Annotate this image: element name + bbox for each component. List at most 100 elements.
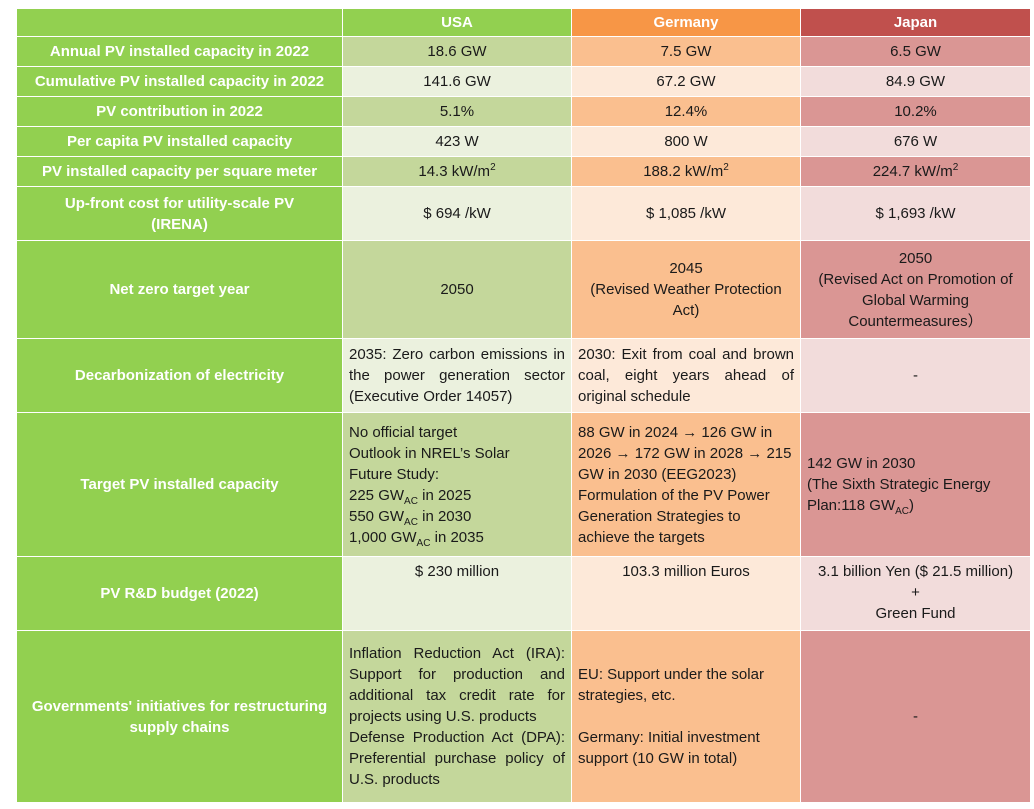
cell-germany: $ 1,085 /kW [571,186,801,241]
text-line: 142 GW in 2030 [807,455,916,472]
cell-germany: 103.3 million Euros [571,556,801,631]
subscript: AC [404,516,418,528]
table-row: PV R&D budget (2022) $ 230 million 103.3… [16,556,1031,631]
text-line: Global Warming [862,291,969,309]
cell-japan: - [800,630,1031,803]
table-row: Up-front cost for utility-scale PV (IREN… [16,186,1031,241]
text-line: 2050 [898,249,933,267]
cell-usa: 18.6 GW [342,36,572,67]
text-line: (The Sixth Strategic Energy [807,476,991,493]
value-text: ) [909,497,915,514]
target-plan-text: 88 GW in 2024 → 126 GW in 2026 → 172 GW … [578,423,792,483]
corner-cell [16,8,343,37]
cell-germany: 2045 (Revised Weather Protection Act) [571,240,801,339]
dpa-text: Defense Production Act (DPA): Preferenti… [349,729,565,788]
value-text: 225 GW [349,486,405,504]
superscript: 2 [490,162,496,173]
cell-japan: 6.5 GW [800,36,1031,67]
cell-usa: 141.6 GW [342,66,572,97]
cell-japan: 224.7 kW/m2 [800,156,1031,187]
table-row: Annual PV installed capacity in 2022 18.… [16,36,1031,67]
row-label-decarbonization: Decarbonization of electricity [16,338,343,413]
cell-usa: 2035: Zero carbon emissions in the power… [342,338,572,413]
text-line: 3.1 billion Yen ($ 21.5 million) [817,563,1014,580]
cell-usa: 423 W [342,126,572,157]
row-label-rd-budget: PV R&D budget (2022) [16,556,343,631]
row-label-cumulative: Cumulative PV installed capacity in 2022 [16,66,343,97]
cell-usa: $ 230 million [342,556,572,631]
cell-germany: 800 W [571,126,801,157]
subscript: AC [404,495,418,507]
text-line: Future Study: [349,465,440,483]
text-line: Act) [672,302,700,319]
label-line: (IRENA) [151,215,208,233]
column-header-germany: Germany [571,8,801,37]
row-label-upfront: Up-front cost for utility-scale PV (IREN… [16,186,343,241]
text-line: (Revised Weather Protection [590,281,782,298]
cell-germany: 188.2 kW/m2 [571,156,801,187]
row-label-per-sqm: PV installed capacity per square meter [16,156,343,187]
table-row: PV contribution in 2022 5.1% 12.4% 10.2% [16,96,1031,127]
cell-usa: 5.1% [342,96,572,127]
cell-germany: 88 GW in 2024 → 126 GW in 2026 → 172 GW … [571,412,801,557]
value-text: 1,000 GW [349,528,417,546]
header-row: USA Germany Japan [16,8,1031,37]
cell-germany: EU: Support under the solar strategies, … [571,630,801,803]
value-text: in 2035 [430,528,484,546]
column-header-japan: Japan [800,8,1031,37]
superscript: 2 [952,162,959,173]
text-line: Countermeasures） [848,312,983,330]
table-row: Cumulative PV installed capacity in 2022… [16,66,1031,97]
value-text: 14.3 kW/m [418,163,491,180]
cell-japan: - [800,338,1031,413]
cell-japan: 2050 (Revised Act on Promotion of Global… [800,240,1031,339]
text-line: 1,000 GWAC in 2035 [349,527,565,549]
label-line: Up-front cost for utility-scale PV [64,194,295,212]
value-text: 224.7 kW/m [872,163,953,180]
cell-germany: 7.5 GW [571,36,801,67]
text-line: Plan:118 GWAC) [807,495,1024,517]
cell-japan: 84.9 GW [800,66,1031,97]
cell-japan: 3.1 billion Yen ($ 21.5 million) + Green… [800,556,1031,631]
eu-text: EU: Support under the solar strategies, … [578,666,764,704]
row-label-target: Target PV installed capacity [16,412,343,557]
strategy-text: Formulation of the PV Power Generation S… [578,486,770,546]
spacer [578,706,794,727]
table-row: Decarbonization of electricity 2035: Zer… [16,338,1031,413]
text-line: 2045 [669,260,703,277]
row-label-annual: Annual PV installed capacity in 2022 [16,36,343,67]
text-line: 550 GWAC in 2030 [349,506,565,528]
cell-usa: No official target Outlook in NREL’s Sol… [342,412,572,557]
superscript: 2 [723,162,729,173]
column-header-usa: USA [342,8,572,37]
cell-usa: 14.3 kW/m2 [342,156,572,187]
pv-comparison-table: USA Germany Japan Annual PV installed ca… [16,8,1031,803]
ira-text: Inflation Reduction Act (IRA): Support f… [349,645,565,725]
row-label-contribution: PV contribution in 2022 [16,96,343,127]
table-row: Governments' initiatives for restructuri… [16,630,1031,803]
germany-support-text: Germany: Initial investment support (10 … [578,729,760,767]
table-row: Net zero target year 2050 2045 (Revised … [16,240,1031,339]
cell-usa: 2050 [342,240,572,339]
text-line: Outlook in NREL’s Solar [349,444,510,462]
cell-japan: $ 1,693 /kW [800,186,1031,241]
text-line: No official target [349,423,458,441]
cell-japan: 676 W [800,126,1031,157]
row-label-net-zero: Net zero target year [16,240,343,339]
cell-japan: 142 GW in 2030 (The Sixth Strategic Ener… [800,412,1031,557]
text-line: 225 GWAC in 2025 [349,485,565,507]
value-text: in 2030 [417,507,472,525]
table-row: Per capita PV installed capacity 423 W 8… [16,126,1031,157]
value-text: 550 GW [349,507,405,525]
cell-usa: $ 694 /kW [342,186,572,241]
cell-japan: 10.2% [800,96,1031,127]
table-row: Target PV installed capacity No official… [16,412,1031,557]
table-row: PV installed capacity per square meter 1… [16,156,1031,187]
cell-usa: Inflation Reduction Act (IRA): Support f… [342,630,572,803]
row-label-supply-chain: Governments' initiatives for restructuri… [16,630,343,803]
text-line: Green Fund [875,605,956,622]
subscript: AC [416,537,431,549]
value-text: in 2025 [417,486,472,504]
value-text: Plan:118 GW [807,497,896,514]
cell-germany: 12.4% [571,96,801,127]
